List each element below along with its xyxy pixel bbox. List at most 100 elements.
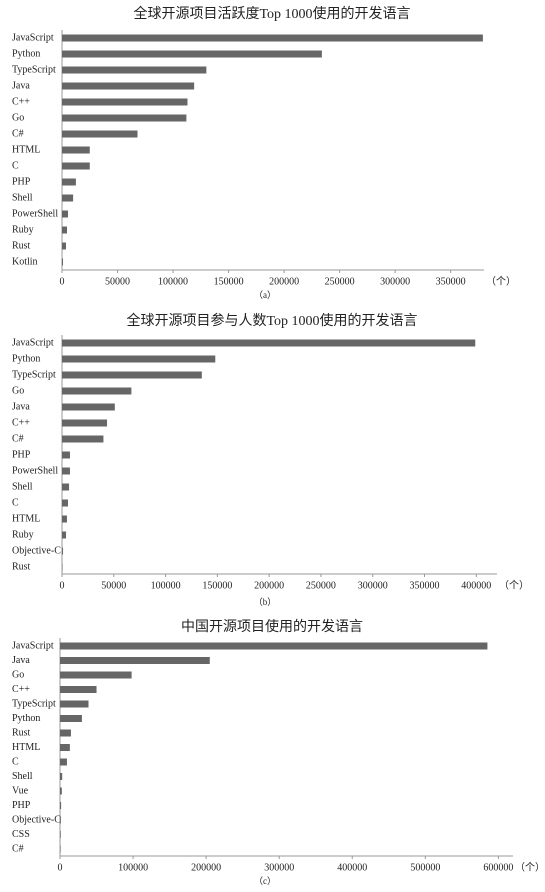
chart-title: 全球开源项目活跃度Top 1000使用的开发语言: [133, 5, 410, 22]
x-tick-label: 350000: [436, 276, 466, 287]
x-tick-label: 300000: [358, 580, 388, 591]
category-label: HTML: [12, 742, 40, 753]
category-label: C: [12, 160, 19, 171]
x-tick-label: 100000: [118, 862, 148, 873]
x-tick-label: 150000: [214, 276, 244, 287]
category-label: JavaScript: [12, 337, 54, 348]
category-label: HTML: [12, 513, 40, 524]
bar: [62, 210, 68, 218]
bar: [62, 50, 322, 58]
category-label: C: [12, 756, 19, 767]
category-label: C++: [12, 96, 30, 107]
bar: [62, 162, 90, 170]
bar: [62, 531, 67, 539]
category-label: Python: [12, 48, 40, 59]
category-label: Ruby: [12, 529, 34, 540]
category-label: HTML: [12, 144, 40, 155]
x-tick-label: 0: [60, 580, 65, 591]
bar: [62, 258, 63, 266]
bar: [62, 194, 74, 202]
bar: [62, 146, 90, 154]
bar: [62, 34, 483, 42]
chart-title: 中国开源项目使用的开发语言: [181, 618, 363, 635]
bar: [62, 499, 69, 507]
x-tick-label: 100000: [151, 580, 181, 591]
unit-label: （个）: [515, 861, 545, 873]
category-label: Rust: [12, 240, 31, 251]
category-label: JavaScript: [12, 640, 54, 651]
category-label: C#: [12, 843, 24, 854]
category-label: C#: [12, 433, 24, 444]
x-tick-label: 300000: [264, 862, 294, 873]
category-label: C++: [12, 684, 30, 695]
category-label: TypeScript: [12, 698, 56, 709]
bar: [60, 773, 63, 780]
bar: [62, 563, 63, 571]
bar: [60, 657, 210, 664]
bar: [62, 403, 115, 411]
bar: [60, 715, 82, 722]
category-label: Java: [12, 655, 30, 666]
bar: [60, 802, 62, 809]
category-label: JavaScript: [12, 32, 54, 43]
bar: [62, 66, 207, 74]
category-label: PowerShell: [12, 465, 58, 476]
bar: [62, 130, 138, 138]
caption: （c）: [254, 876, 276, 886]
x-tick-label: 100000: [158, 276, 188, 287]
category-label: Objective-C: [12, 545, 61, 556]
category-label: C: [12, 497, 19, 508]
bar: [60, 758, 67, 766]
category-label: Rust: [12, 727, 31, 738]
unit-label: （个）: [486, 275, 516, 287]
category-label: Kotlin: [12, 256, 38, 267]
x-tick-label: 400000: [337, 862, 367, 873]
category-label: Ruby: [12, 224, 34, 235]
bar: [62, 387, 132, 395]
bar: [60, 686, 97, 693]
x-tick-label: 200000: [254, 580, 284, 591]
bar: [60, 642, 488, 650]
bar: [60, 787, 62, 795]
category-label: Python: [12, 353, 40, 364]
category-label: Objective-C: [12, 814, 61, 825]
bar: [62, 82, 195, 90]
bar: [62, 114, 187, 122]
category-label: Shell: [12, 771, 33, 782]
bar: [62, 98, 188, 106]
unit-label: （个）: [499, 579, 529, 591]
bar: [60, 744, 70, 751]
bar: [62, 451, 70, 459]
bar: [62, 226, 67, 234]
bar: [62, 371, 202, 379]
category-label: Go: [12, 112, 24, 123]
category-label: Java: [12, 80, 30, 91]
bar: [62, 419, 108, 427]
caption: （a）: [254, 290, 276, 300]
category-label: Vue: [12, 785, 29, 796]
x-tick-label: 400000: [461, 580, 491, 591]
bar: [62, 242, 66, 250]
x-tick-label: 50000: [105, 276, 130, 287]
category-label: PHP: [12, 176, 31, 187]
bar: [62, 355, 216, 363]
category-label: Shell: [12, 481, 33, 492]
category-label: PHP: [12, 800, 31, 811]
category-label: C#: [12, 128, 24, 139]
x-tick-label: 200000: [269, 276, 299, 287]
bar: [60, 700, 89, 708]
category-label: Shell: [12, 192, 33, 203]
bar: [62, 515, 67, 523]
x-tick-label: 350000: [410, 580, 440, 591]
x-tick-label: 0: [58, 862, 63, 873]
category-label: Python: [12, 713, 40, 724]
bar: [62, 467, 70, 475]
category-label: Rust: [12, 561, 31, 572]
bar: [60, 816, 61, 824]
caption: （b）: [254, 597, 277, 607]
x-tick-label: 50000: [101, 580, 126, 591]
bar: [60, 671, 132, 679]
category-label: C++: [12, 417, 30, 428]
